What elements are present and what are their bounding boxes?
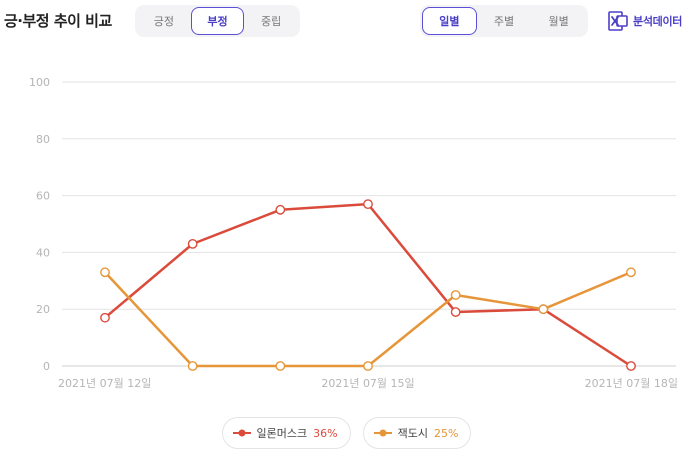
x-tick-label: 2021년 07월 15일 [321,376,414,390]
y-tick-label: 60 [36,190,50,203]
series-line-1 [104,202,632,368]
tab-neutral[interactable]: 중립 [261,15,282,28]
tab-weekly[interactable]: 주별 [493,15,515,28]
sentiment-tabs: 긍정 부정 중립 [135,5,300,37]
legend: 일론머스크 36% 잭도시 25% [0,417,693,449]
legend-label-series-2: 잭도시 [397,427,428,440]
legend-item-series-1[interactable]: 일론머스크 36% [221,417,351,449]
export-label: 분석데이터 [633,15,683,28]
legend-marker-series-1 [232,429,251,437]
legend-percent-series-2: 25% [433,426,459,440]
data-point [626,267,636,278]
tab-monthly[interactable]: 월별 [548,15,569,28]
y-tick-label: 20 [36,303,50,316]
line-chart: 0 20 40 60 80 100 2021년 07월 12일 2021년 07월 15일 20… [29,76,678,390]
data-point [187,238,198,249]
data-point [363,361,373,371]
period-tabs: 일별 주별 월별 [420,5,588,37]
legend-label-series-1: 일론머스크 [256,427,308,440]
y-tick-label: 100 [29,76,50,89]
tab-positive[interactable]: 긍정 [153,15,174,28]
chart-title: 긍·부정 추이 비교 [4,12,112,30]
data-point [275,361,286,371]
x-tick-label: 2021년 07월 18일 [585,376,678,390]
data-point [450,290,461,300]
data-point [187,361,198,371]
data-point [100,267,110,278]
y-tick-label: 40 [36,246,50,259]
legend-marker-series-2 [373,429,392,437]
tab-negative[interactable]: 부정 [190,7,245,35]
data-point [275,204,286,215]
export-data-button[interactable]: 분석데이터 [608,10,682,32]
tab-daily[interactable]: 일별 [422,7,477,35]
series-line-2 [104,271,632,368]
data-point [363,199,373,210]
y-tick-label: 80 [36,133,50,146]
excel-icon [608,11,628,31]
chart-header: 긍·부정 추이 비교 긍정 부정 중립 일별 주별 월별 분석데이터 [0,0,693,42]
data-point [450,307,461,317]
data-point [538,304,549,315]
legend-item-series-2[interactable]: 잭도시 25% [362,417,472,449]
x-tick-label: 2021년 07월 12일 [58,376,151,390]
legend-percent-series-1: 36% [313,426,338,440]
data-point [100,312,110,323]
y-tick-label: 0 [43,360,50,373]
data-point [626,361,636,371]
